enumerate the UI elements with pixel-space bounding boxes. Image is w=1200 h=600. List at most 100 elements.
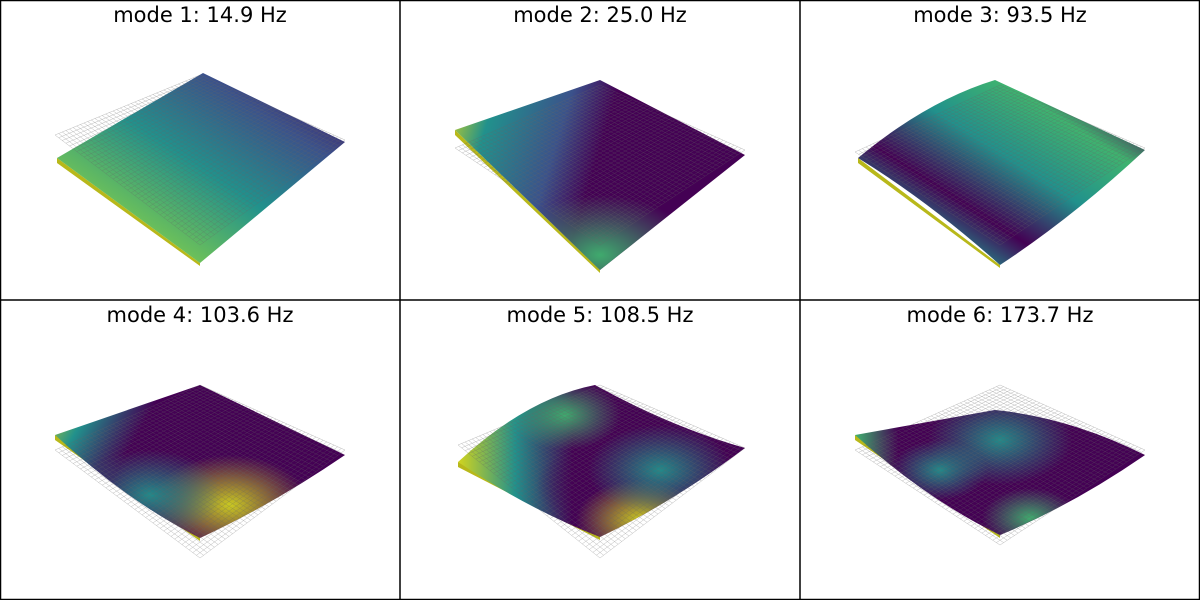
panel: mode 6: 173.7 Hz xyxy=(854,303,1146,546)
wire-line xyxy=(999,449,1146,546)
wire-line xyxy=(985,391,1131,460)
wire-line xyxy=(192,446,338,553)
wire-line xyxy=(131,103,277,191)
wire-line xyxy=(141,113,288,202)
wire-line xyxy=(960,103,1106,175)
wire-line xyxy=(938,412,1084,491)
wire-line xyxy=(149,117,295,207)
wire-line xyxy=(931,418,1077,501)
wire-line xyxy=(996,146,1142,243)
wire-line xyxy=(141,410,288,494)
wire-line xyxy=(178,440,324,542)
wire-line xyxy=(189,134,335,237)
wire-line xyxy=(974,438,1120,529)
wire-line xyxy=(152,428,298,524)
wire-line xyxy=(949,108,1095,183)
wire-line xyxy=(199,139,346,246)
wire-line xyxy=(560,430,706,528)
wire-line xyxy=(167,435,313,534)
wire-line xyxy=(599,149,746,246)
deformed-surface xyxy=(858,80,1145,265)
wire-line xyxy=(585,91,731,160)
wire-line xyxy=(156,430,302,526)
wire-line xyxy=(967,133,1113,225)
wire-line xyxy=(934,119,1080,204)
wire-line xyxy=(149,95,295,177)
wire-line xyxy=(592,444,738,553)
wire-line xyxy=(181,131,327,232)
wire-line xyxy=(549,127,695,212)
wire-line xyxy=(578,140,724,231)
wire-line xyxy=(546,407,691,490)
panel: mode 5: 108.5 Hz xyxy=(457,303,746,559)
wire-line xyxy=(999,147,1146,246)
wire-line xyxy=(974,96,1120,166)
wire-line xyxy=(163,89,309,167)
wire-line xyxy=(163,123,309,218)
reference-wireframe xyxy=(54,384,346,559)
wire-line xyxy=(985,141,1131,236)
wire-line xyxy=(145,115,291,204)
panel-title: mode 1: 14.9 Hz xyxy=(113,3,287,27)
wire-line xyxy=(181,392,327,464)
wire-line xyxy=(160,121,306,215)
wire-line xyxy=(578,438,724,542)
wire-line xyxy=(156,120,302,213)
wire-line xyxy=(160,431,306,529)
wire-line xyxy=(956,404,1102,479)
wire-line xyxy=(557,428,702,525)
wire-line xyxy=(563,133,709,221)
wire-line xyxy=(952,127,1098,215)
wire-line xyxy=(156,404,302,483)
wire-line xyxy=(564,432,709,530)
wire-line xyxy=(557,402,702,482)
wire-line xyxy=(543,408,688,493)
wire-line xyxy=(599,84,746,151)
wire-line xyxy=(927,417,1073,498)
wire-line xyxy=(927,116,1073,199)
wire-line xyxy=(945,124,1091,211)
plate-edge xyxy=(858,158,1000,268)
wire-line xyxy=(992,446,1138,541)
wire-line xyxy=(989,89,1135,156)
wire-line xyxy=(189,79,335,149)
wire-line xyxy=(543,422,688,513)
wire-line xyxy=(941,423,1088,508)
wire-line xyxy=(992,144,1138,241)
wire-line xyxy=(535,419,680,508)
wire-line xyxy=(952,106,1098,180)
wire-line xyxy=(941,111,1088,187)
reference-wireframe xyxy=(854,84,1146,246)
wire-line xyxy=(550,425,695,519)
wire-line xyxy=(181,441,327,545)
wire-line xyxy=(185,133,331,235)
wire-line xyxy=(131,108,277,193)
wire-line xyxy=(960,431,1106,520)
wire-line xyxy=(945,409,1091,486)
wire-line xyxy=(185,443,331,548)
wire-line xyxy=(174,128,320,226)
wire-line xyxy=(938,121,1084,206)
wire-line xyxy=(571,435,717,536)
wire-line xyxy=(970,98,1117,168)
wire-line xyxy=(141,423,288,515)
surface-shading xyxy=(504,195,696,270)
wire-line xyxy=(999,384,1146,451)
wire-line xyxy=(553,404,698,484)
wire-line xyxy=(960,130,1106,220)
wire-line xyxy=(192,136,338,240)
wire-line xyxy=(970,397,1117,470)
surface-shading xyxy=(509,385,621,450)
wire-line xyxy=(545,108,691,186)
wire-line xyxy=(528,416,673,502)
panel: mode 2: 25.0 Hz xyxy=(454,3,746,273)
wire-line xyxy=(564,399,709,476)
wire-line xyxy=(138,100,284,185)
wire-line xyxy=(981,441,1127,534)
wire-line xyxy=(996,86,1142,151)
wire-line xyxy=(931,415,1077,496)
wire-line xyxy=(531,118,677,200)
wire-line xyxy=(578,94,724,165)
panel-title: mode 6: 173.7 Hz xyxy=(907,303,1094,327)
wire-line xyxy=(131,418,277,507)
